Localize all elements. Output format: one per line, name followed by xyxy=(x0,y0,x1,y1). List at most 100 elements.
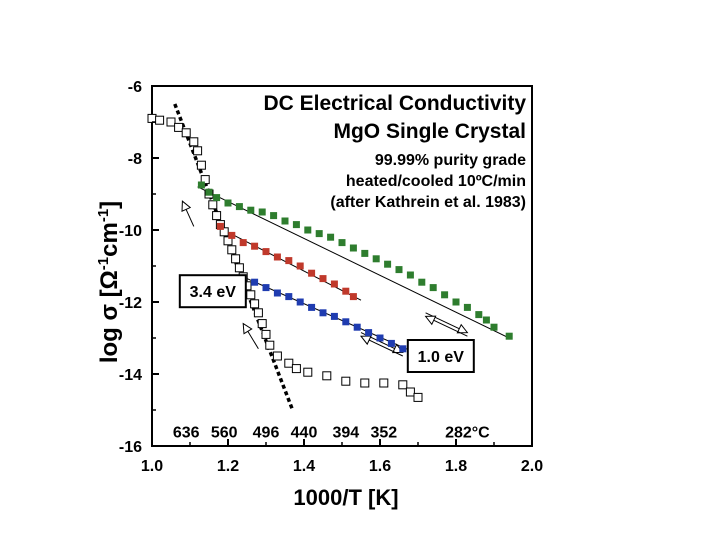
x-tick-label: 1.4 xyxy=(293,458,315,475)
data-point-open xyxy=(212,211,222,221)
data-point-filled xyxy=(308,303,316,311)
y-axis-label-main: log σ [Ω xyxy=(96,270,123,363)
data-point-filled xyxy=(224,199,232,207)
arrow-head xyxy=(242,322,253,335)
y-tick-label: -6 xyxy=(128,79,142,96)
y-tick-label: -12 xyxy=(119,295,142,312)
data-point-filled xyxy=(308,269,316,277)
data-point-filled xyxy=(395,266,403,274)
data-point-filled xyxy=(406,271,414,279)
direction-arrows xyxy=(181,200,469,357)
x-tick-label: 2.0 xyxy=(521,458,543,475)
data-point-filled xyxy=(338,239,346,247)
data-point-filled xyxy=(505,332,513,340)
data-point-filled xyxy=(384,260,392,268)
data-point-filled xyxy=(247,206,255,214)
axis-ticks: 1.0 1.2 1.4 1.6 1.8 2.0 -6 -8 -10 -12 -14 -16 xyxy=(119,79,543,475)
data-point-filled xyxy=(296,262,304,270)
data-point-filled xyxy=(372,255,380,263)
data-point-open xyxy=(189,137,199,147)
data-point-open xyxy=(231,254,241,264)
data-point-open xyxy=(413,392,423,402)
data-point-filled xyxy=(365,329,373,337)
data-point-filled xyxy=(251,242,259,250)
data-point-open xyxy=(379,378,389,388)
data-point-open xyxy=(166,117,176,127)
y-tick-label: -10 xyxy=(119,223,142,240)
data-point-open xyxy=(257,319,267,329)
data-point-filled xyxy=(197,181,205,189)
data-point-filled xyxy=(292,221,300,229)
data-point-filled xyxy=(349,244,357,252)
data-point-filled xyxy=(349,293,357,301)
data-point-open xyxy=(181,128,191,138)
x-tick-label: 1.2 xyxy=(217,458,239,475)
data-point-open xyxy=(155,115,165,125)
activation-energy-box: 3.4 eV xyxy=(178,274,247,309)
temperature-label: 560 xyxy=(211,425,238,442)
data-point-filled xyxy=(239,239,247,247)
data-point-filled xyxy=(262,248,270,256)
data-point-filled xyxy=(262,284,270,292)
data-point-filled xyxy=(270,212,278,220)
data-point-filled xyxy=(463,303,471,311)
x-tick-label: 1.0 xyxy=(141,458,163,475)
data-point-filled xyxy=(353,323,361,331)
data-point-open xyxy=(322,371,332,381)
data-point-open xyxy=(196,160,206,170)
data-point-filled xyxy=(330,312,338,320)
data-point-filled xyxy=(319,309,327,317)
energy-label: 1.0 eV xyxy=(418,349,465,366)
data-point-open xyxy=(272,351,282,361)
data-point-open xyxy=(405,387,415,397)
data-point-open xyxy=(223,236,233,246)
y-axis-label: log σ [Ω-1cm-1] xyxy=(95,201,123,363)
arrow-head xyxy=(181,200,192,213)
data-point-filled xyxy=(327,233,335,241)
temperature-label: 394 xyxy=(332,425,359,442)
y-tick-label: -16 xyxy=(119,439,142,456)
chart-subtitle-line-1: 99.99% purity grade xyxy=(375,152,526,169)
data-point-open xyxy=(234,263,244,273)
x-tick-label: 1.8 xyxy=(445,458,467,475)
data-points xyxy=(147,113,513,402)
data-point-filled xyxy=(228,231,236,239)
data-point-filled xyxy=(273,253,281,261)
data-point-open xyxy=(227,245,237,255)
data-point-filled xyxy=(490,323,498,331)
data-point-filled xyxy=(258,208,266,216)
data-point-filled xyxy=(429,284,437,292)
data-point-open xyxy=(360,378,370,388)
arrow-head xyxy=(424,315,437,326)
data-point-filled xyxy=(387,339,395,347)
temperature-label: 352 xyxy=(370,425,397,442)
data-point-filled xyxy=(319,275,327,283)
temperature-label: 496 xyxy=(253,425,280,442)
data-point-filled xyxy=(342,318,350,326)
activation-energy-labels: 3.4 eV 1.0 eV xyxy=(178,274,475,373)
data-point-open xyxy=(200,175,210,185)
data-point-filled xyxy=(273,289,281,297)
data-point-open xyxy=(147,113,157,123)
chart-title-line-1: DC Electrical Conductivity xyxy=(263,92,526,115)
y-tick-label: -14 xyxy=(119,367,142,384)
energy-label: 3.4 eV xyxy=(190,284,237,301)
data-point-filled xyxy=(452,298,460,306)
fit-line-1-0ev xyxy=(246,278,411,352)
data-point-open xyxy=(250,299,260,309)
direction-arrow xyxy=(181,200,195,227)
data-point-filled xyxy=(235,203,243,211)
temperature-label: 282°C xyxy=(445,425,490,442)
chart-subtitle-line-2: heated/cooled 10ºC/min xyxy=(346,173,526,190)
chart-subtitle-line-3: (after Kathrein et al. 1983) xyxy=(330,194,526,211)
data-point-open xyxy=(174,122,184,132)
data-point-filled xyxy=(441,291,449,299)
data-point-open xyxy=(193,146,203,156)
data-point-open xyxy=(398,380,408,390)
data-point-open xyxy=(284,358,294,368)
data-point-filled xyxy=(296,298,304,306)
data-point-filled xyxy=(475,311,483,319)
data-point-open xyxy=(303,367,313,377)
x-axis-label: 1000/T [K] xyxy=(293,485,398,510)
temperature-label: 440 xyxy=(291,425,318,442)
